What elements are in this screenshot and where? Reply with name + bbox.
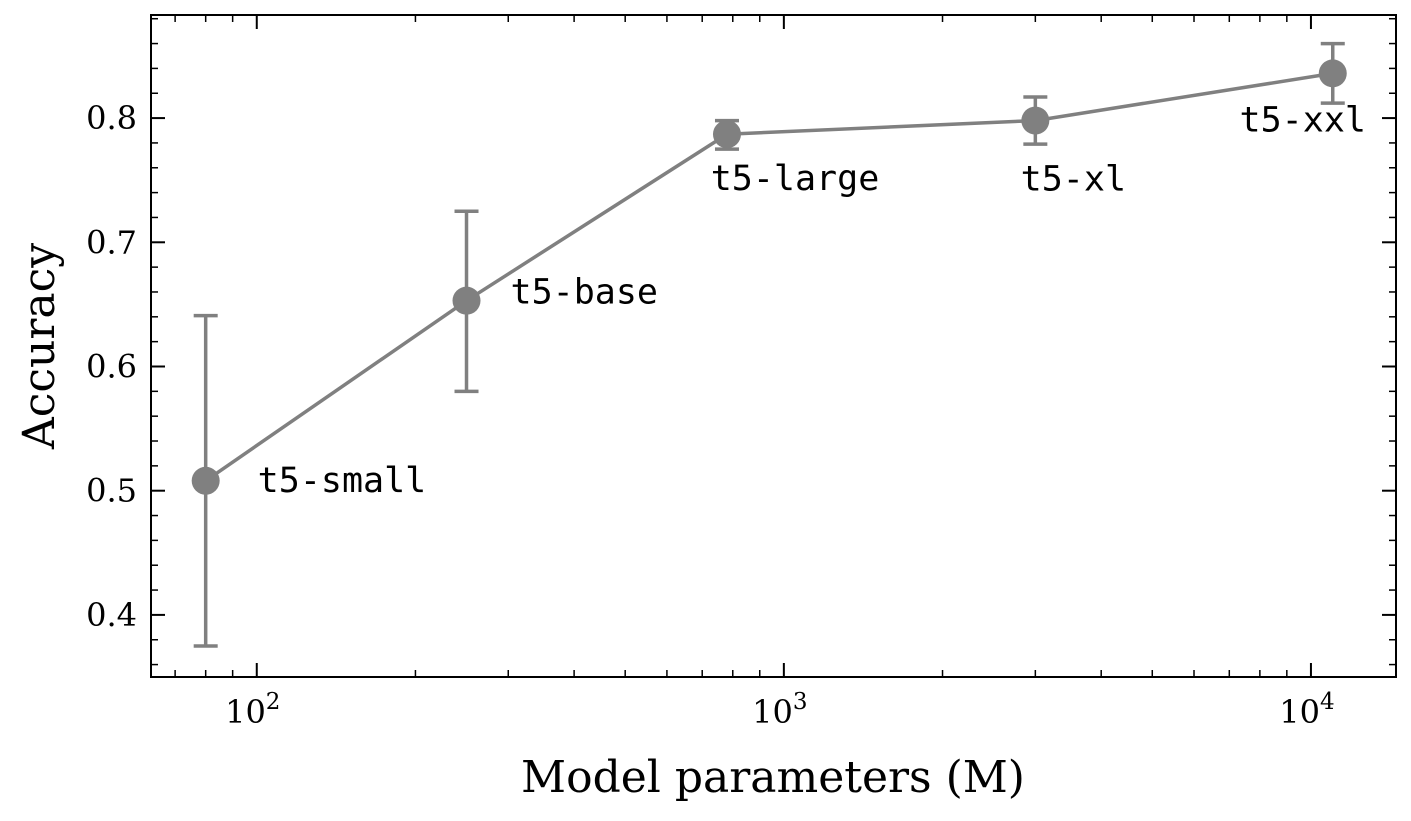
tick-labels: 102 103 104 0.4 0.5 0.6 0.7 0.8 (86, 99, 1335, 731)
y-axis-title: Accuracy (14, 243, 65, 450)
minor-ticks (151, 15, 1396, 677)
data-label: t5-large (711, 159, 880, 199)
series-layer: t5-small t5-base t5-large t5-xl t5-xxl (191, 41, 1366, 648)
y-tick-label: 0.4 (86, 596, 137, 634)
x-axis-title: Model parameters (M) (521, 752, 1025, 803)
data-label: t5-base (511, 273, 659, 313)
y-tick-label: 0.6 (86, 347, 137, 385)
x-tick-label: 102 (225, 689, 280, 731)
y-tick-label: 0.7 (86, 223, 137, 261)
x-tick-label: 104 (1279, 689, 1334, 731)
x-tick-label: 103 (752, 689, 807, 731)
data-label: t5-xl (1021, 160, 1126, 200)
plot-frame (150, 14, 1397, 678)
y-tick-label: 0.8 (86, 99, 137, 137)
data-point (191, 466, 220, 495)
data-label: t5-xxl (1240, 100, 1366, 140)
data-label: t5-small (258, 461, 427, 501)
data-point (712, 120, 741, 149)
data-point (1318, 59, 1347, 88)
data-point (1021, 106, 1050, 135)
major-ticks (151, 15, 1396, 677)
data-point (452, 286, 481, 315)
series-line (204, 71, 1334, 483)
y-tick-label: 0.5 (86, 472, 137, 510)
